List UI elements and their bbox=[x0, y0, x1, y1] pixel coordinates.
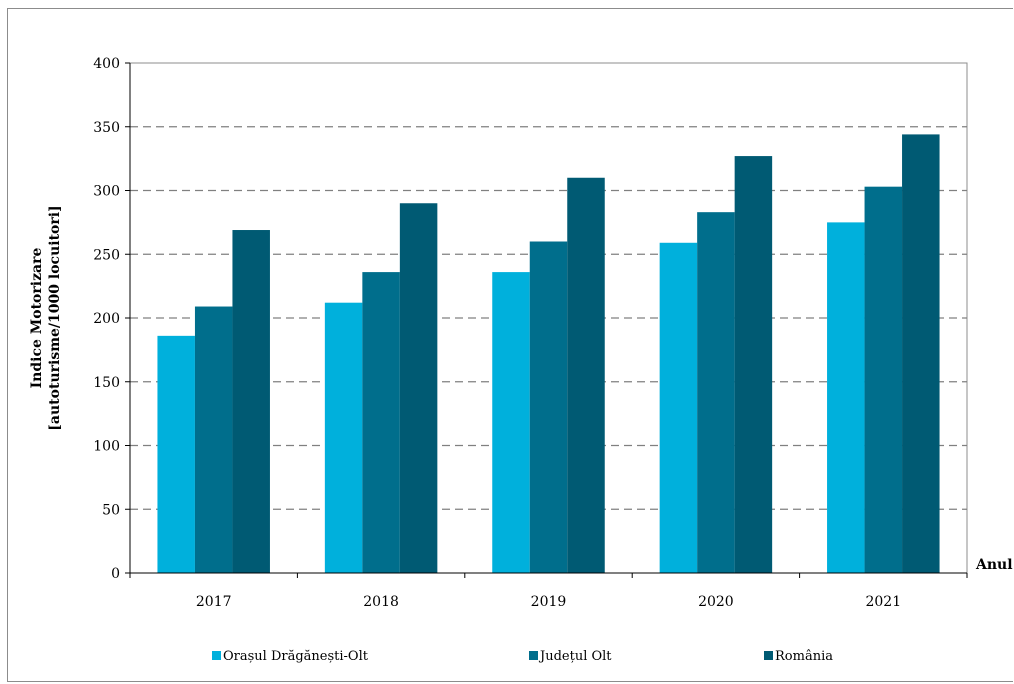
bar-0 bbox=[492, 272, 530, 573]
legend-swatch bbox=[764, 651, 773, 660]
y-axis-title-line1: Indice Motorizare bbox=[29, 248, 45, 389]
x-tick-label: 2020 bbox=[698, 594, 734, 610]
x-tick-label: 2018 bbox=[363, 594, 399, 610]
y-tick-labels: 0 50 100 150 200 250 300 350 400 bbox=[93, 56, 130, 582]
x-axis-title: Anul bbox=[975, 557, 1013, 573]
bar-0 bbox=[157, 335, 195, 573]
y-tick-label: 250 bbox=[93, 247, 120, 263]
bar-1 bbox=[529, 241, 568, 573]
bar-0 bbox=[324, 302, 363, 573]
legend-label: Județul Olt bbox=[538, 649, 612, 664]
bar-0 bbox=[659, 242, 698, 573]
chart-frame bbox=[7, 8, 1013, 682]
y-tick-label: 50 bbox=[102, 502, 120, 518]
y-tick-label: 0 bbox=[111, 566, 120, 582]
x-tick-label: 2019 bbox=[531, 594, 567, 610]
bars bbox=[157, 134, 940, 574]
y-axis-title-line2: [autoturisme/1000 locuitori] bbox=[47, 205, 63, 430]
legend-swatch bbox=[212, 651, 221, 660]
x-tick-labels: 2017 2018 2019 2020 2021 bbox=[129, 573, 968, 610]
legend-label: România bbox=[775, 649, 833, 664]
y-tick-label: 300 bbox=[93, 184, 120, 200]
legend-swatch bbox=[529, 651, 538, 660]
x-tick-label: 2021 bbox=[865, 594, 901, 610]
bar-2 bbox=[232, 230, 270, 573]
y-tick-label: 350 bbox=[93, 120, 120, 136]
legend-label: Orașul Drăgănești-Olt bbox=[223, 649, 369, 664]
y-tick-label: 150 bbox=[93, 375, 120, 391]
bar-2 bbox=[399, 203, 438, 573]
bar-2 bbox=[567, 177, 605, 573]
y-tick-label: 200 bbox=[93, 311, 120, 327]
bar-1 bbox=[194, 306, 233, 573]
bar-1 bbox=[864, 186, 903, 574]
x-tick-label: 2017 bbox=[196, 594, 232, 610]
bar-1 bbox=[362, 272, 400, 573]
legend: Orașul Drăgănești-Olt Județul Olt România bbox=[212, 649, 833, 664]
y-tick-label: 100 bbox=[93, 439, 120, 455]
y-tick-label: 400 bbox=[93, 56, 120, 72]
bar-0 bbox=[827, 222, 865, 573]
bar-2 bbox=[734, 156, 773, 573]
bar-2 bbox=[902, 134, 940, 573]
bar-1 bbox=[697, 212, 735, 574]
